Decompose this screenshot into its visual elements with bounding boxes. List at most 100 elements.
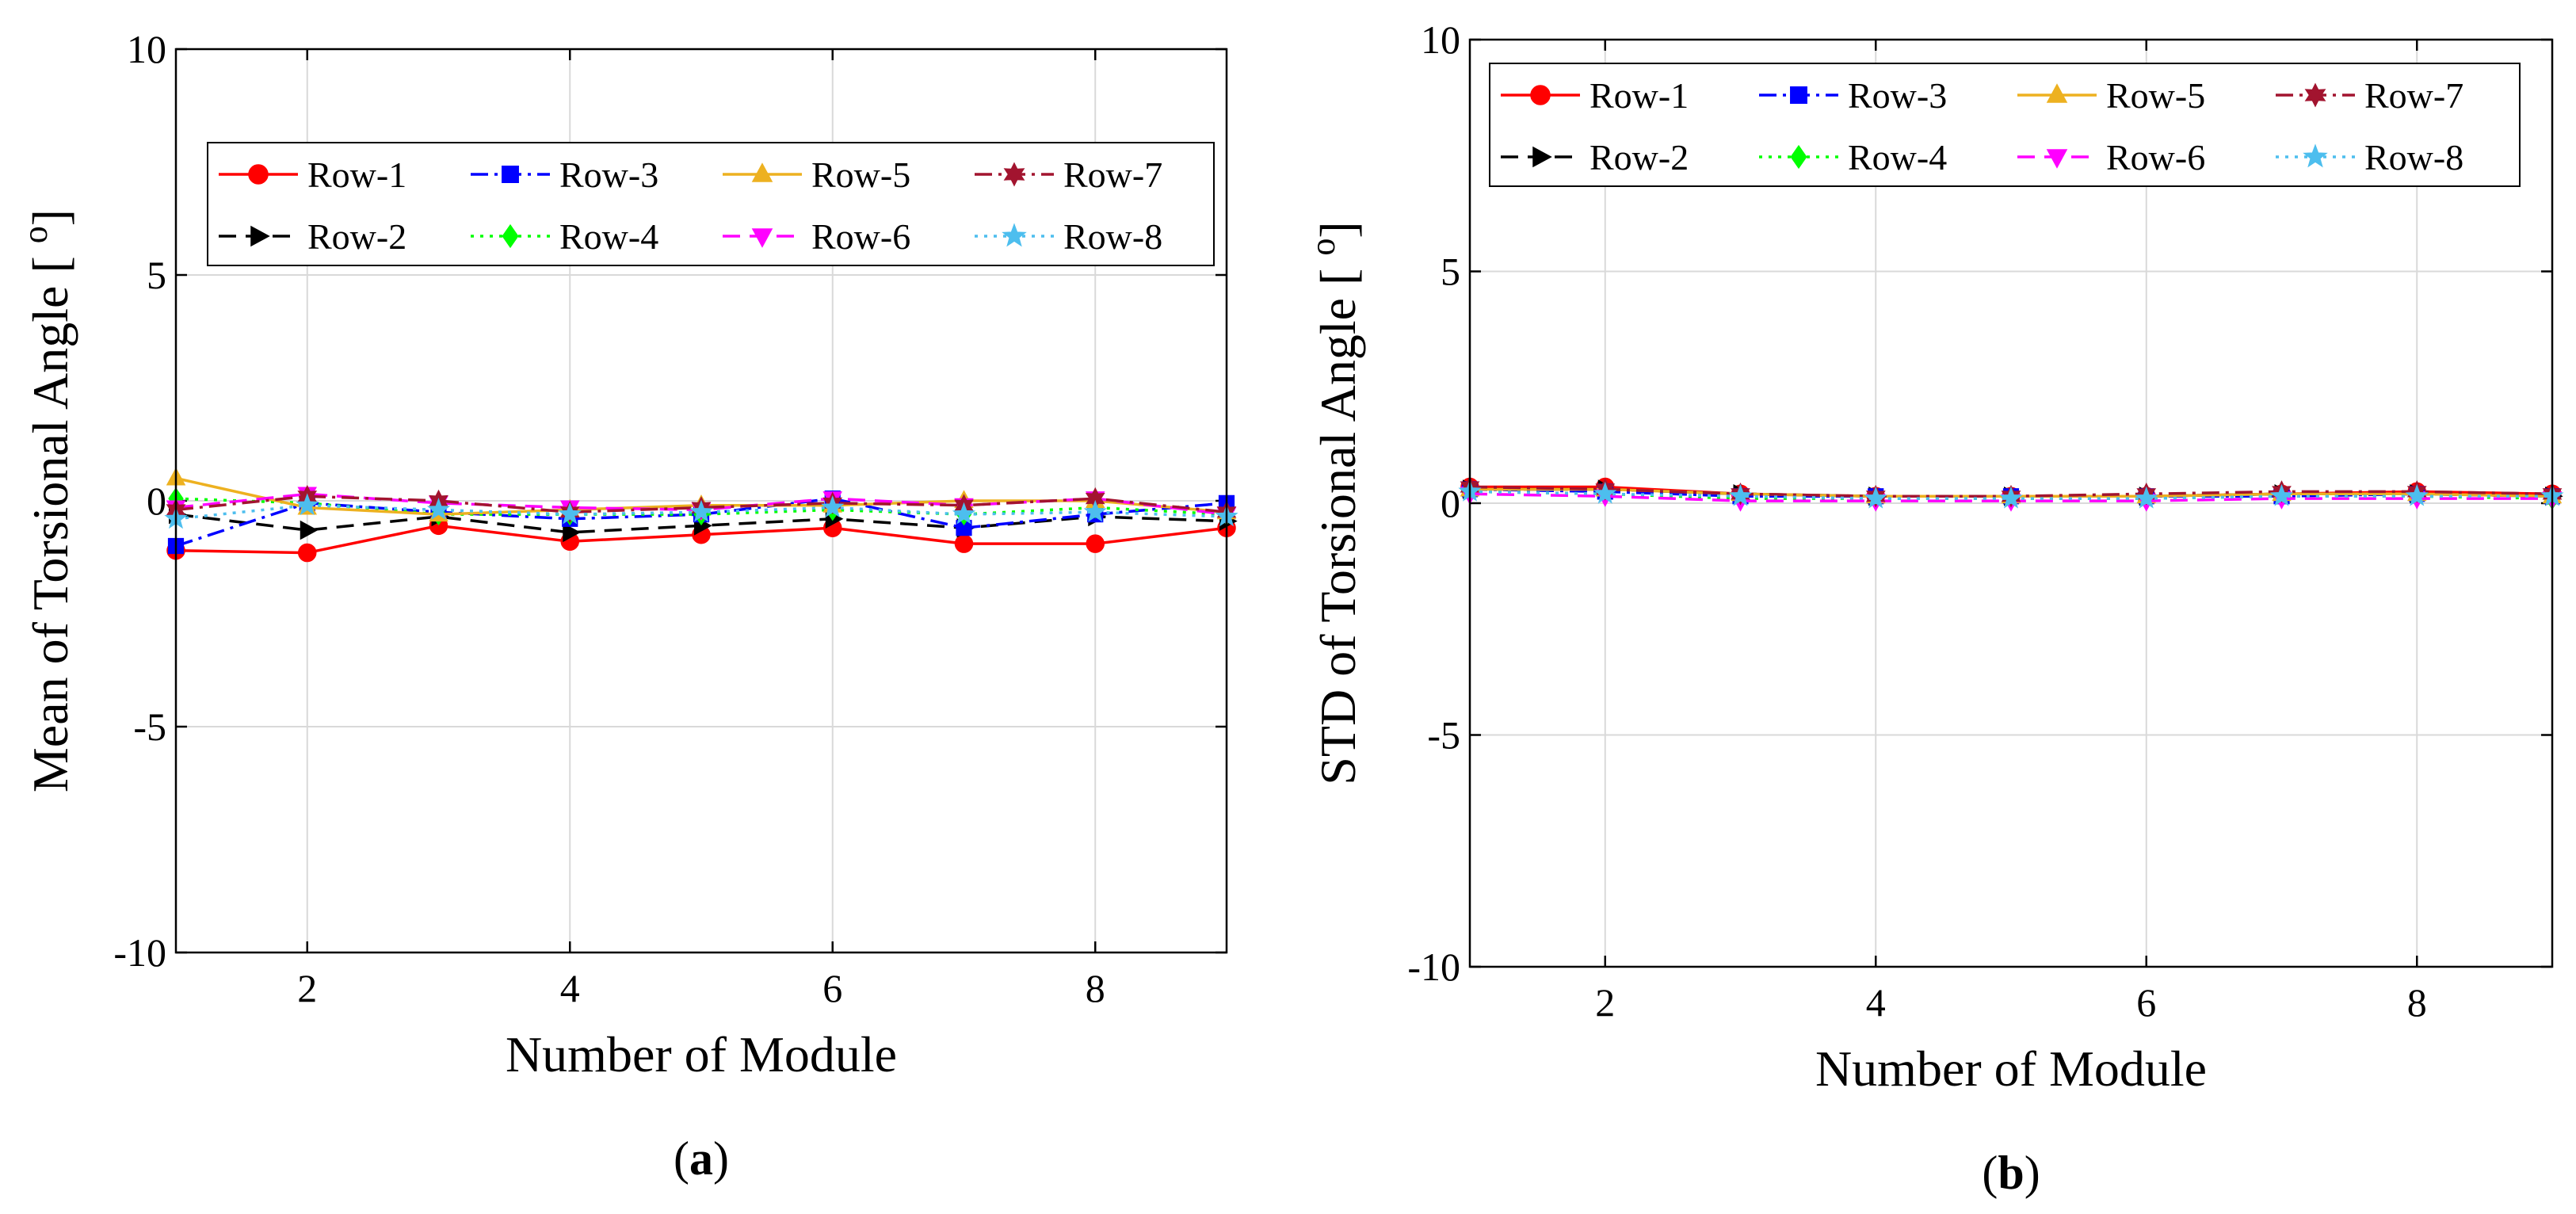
legend-entry-row-2: Row-2 bbox=[219, 216, 406, 257]
axes-frame bbox=[174, 48, 1228, 954]
panel-caption: (a) bbox=[674, 1132, 729, 1185]
x-tick-label: 2 bbox=[1595, 980, 1615, 1025]
y-tick-label: -5 bbox=[133, 704, 166, 749]
data-point bbox=[1999, 486, 2023, 509]
data-point bbox=[952, 502, 976, 525]
x-axis-label: Number of Module bbox=[1815, 1040, 2207, 1097]
legend-label: Row-3 bbox=[1848, 75, 1947, 116]
legend-marker bbox=[502, 166, 519, 183]
x-tick-label: 6 bbox=[2136, 980, 2156, 1025]
legend-marker bbox=[1530, 85, 1551, 105]
data-point bbox=[821, 495, 845, 517]
y-tick-label: 0 bbox=[1441, 481, 1460, 525]
data-point bbox=[2135, 486, 2158, 509]
data-point bbox=[426, 498, 451, 520]
legend-entry-row-3: Row-3 bbox=[1759, 75, 1947, 116]
legend-label: Row-7 bbox=[2364, 75, 2463, 116]
y-tick-label: -10 bbox=[1407, 945, 1460, 989]
y-tick-label: 10 bbox=[127, 27, 166, 71]
legend-marker bbox=[2046, 149, 2068, 169]
legend-marker bbox=[1532, 146, 1552, 168]
data-point bbox=[2405, 483, 2429, 506]
legend-entry-row-1: Row-1 bbox=[219, 155, 406, 195]
legend-entry-row-6: Row-6 bbox=[2017, 137, 2205, 178]
legend-entry-row-4: Row-4 bbox=[471, 216, 658, 257]
legend: Row-1 Row-3 Row-5 Row-7 Row-2 Row-4 Row-6 Row-8 bbox=[207, 142, 1215, 266]
legend-entry-row-8: Row-8 bbox=[975, 216, 1162, 257]
x-tick-label: 2 bbox=[297, 966, 317, 1010]
series-line bbox=[175, 503, 1227, 521]
y-tick-label: 5 bbox=[1441, 250, 1460, 294]
legend-marker bbox=[250, 225, 270, 247]
data-point bbox=[1086, 534, 1105, 553]
legend-marker bbox=[2046, 83, 2068, 103]
x-tick-label: 4 bbox=[1866, 980, 1886, 1025]
x-tick-label: 6 bbox=[822, 966, 842, 1010]
y-tick-label: -5 bbox=[1427, 713, 1460, 758]
x-axis-label: Number of Module bbox=[506, 1026, 897, 1082]
y-tick-label: 10 bbox=[1421, 17, 1460, 62]
legend-entry-row-7: Row-7 bbox=[2276, 75, 2463, 116]
y-tick-label: 5 bbox=[147, 253, 166, 297]
legend-label: Row-5 bbox=[2106, 75, 2205, 116]
y-tick-label: 0 bbox=[147, 479, 166, 523]
panel-caption: (b) bbox=[1982, 1147, 2040, 1199]
x-tick-label: 8 bbox=[1086, 966, 1105, 1010]
y-axis-label: Mean of Torsional Angle [ o] bbox=[16, 209, 78, 792]
legend-label: Row-1 bbox=[1589, 75, 1689, 116]
legend-marker bbox=[1003, 162, 1025, 187]
legend-label: Row-1 bbox=[307, 155, 406, 195]
data-point bbox=[296, 493, 319, 516]
data-point bbox=[1728, 483, 1753, 506]
legend-marker bbox=[1002, 223, 1027, 247]
legend-label: Row-6 bbox=[811, 216, 910, 257]
x-tick-label: 4 bbox=[560, 966, 580, 1010]
legend-entry-row-2: Row-2 bbox=[1501, 137, 1689, 178]
legend-box bbox=[1489, 63, 2521, 187]
legend-marker bbox=[751, 228, 773, 248]
data-point bbox=[1593, 481, 1617, 504]
legend-entry-row-6: Row-6 bbox=[723, 216, 910, 257]
legend-label: Row-2 bbox=[1589, 137, 1689, 178]
series-line bbox=[175, 494, 1227, 514]
data-point bbox=[298, 543, 317, 563]
data-point bbox=[954, 534, 974, 553]
legend-entry-row-5: Row-5 bbox=[723, 155, 910, 195]
legend-label: Row-2 bbox=[307, 216, 406, 257]
legend-label: Row-4 bbox=[559, 216, 658, 257]
y-tick-label: -10 bbox=[113, 930, 166, 975]
legend-marker bbox=[502, 223, 519, 249]
axes-frame bbox=[1468, 38, 2554, 968]
data-point bbox=[1083, 499, 1107, 522]
legend-label: Row-8 bbox=[2364, 137, 2463, 178]
data-point bbox=[563, 522, 581, 543]
legend-label: Row-3 bbox=[559, 155, 658, 195]
legend-entry-row-5: Row-5 bbox=[2017, 75, 2205, 116]
legend-entry-row-8: Row-8 bbox=[2276, 137, 2463, 178]
data-point bbox=[689, 499, 713, 522]
data-point bbox=[2269, 483, 2294, 506]
data-point bbox=[1864, 486, 1887, 509]
legend-marker bbox=[1790, 144, 1807, 170]
legend-label: Row-4 bbox=[1848, 137, 1947, 178]
legend-entry-row-4: Row-4 bbox=[1759, 137, 1947, 178]
legend: Row-1 Row-3 Row-5 Row-7 Row-2 Row-4 Row-6 Row-8 bbox=[1489, 63, 2521, 187]
y-axis-label: STD of Torsional Angle [ o] bbox=[1303, 221, 1366, 785]
legend-marker bbox=[2303, 143, 2328, 168]
legend-label: Row-7 bbox=[1063, 155, 1162, 195]
legend-label: Row-6 bbox=[2106, 137, 2205, 178]
legend-entry-row-7: Row-7 bbox=[975, 155, 1162, 195]
legend-marker bbox=[1790, 86, 1807, 104]
legend-entry-row-1: Row-1 bbox=[1501, 75, 1689, 116]
data-point bbox=[558, 502, 582, 525]
legend-marker bbox=[248, 164, 269, 185]
data-point bbox=[300, 520, 319, 540]
legend-marker bbox=[751, 162, 773, 182]
legend-label: Row-8 bbox=[1063, 216, 1162, 257]
legend-entry-row-3: Row-3 bbox=[471, 155, 658, 195]
legend-label: Row-5 bbox=[811, 155, 910, 195]
x-tick-label: 8 bbox=[2407, 980, 2427, 1025]
